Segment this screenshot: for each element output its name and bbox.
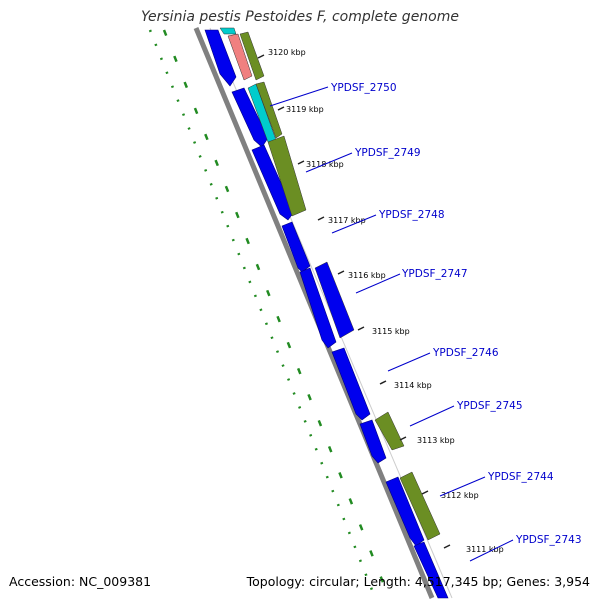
leader-line <box>469 539 514 562</box>
tick-label: 3119 kbp <box>286 105 324 114</box>
map-title: Yersinia pestis Pestoides F, complete ge… <box>141 9 459 25</box>
tick-labels: 3120 kbp 3119 kbp 3118 kbp 3117 kbp 3116… <box>268 48 504 554</box>
tick-label: 3116 kbp <box>348 271 386 280</box>
tick-label: 3114 kbp <box>394 381 432 390</box>
tick-label: 3117 kbp <box>328 216 366 225</box>
gene-cds[interactable] <box>413 541 449 599</box>
gene-cds[interactable] <box>385 476 425 547</box>
gene-label[interactable]: YPDSF_2747 <box>401 268 468 280</box>
gene-cds[interactable] <box>331 347 371 421</box>
tick-mark <box>357 326 365 331</box>
tick-mark <box>421 490 429 495</box>
leader-line <box>305 152 353 173</box>
tick-label: 3111 kbp <box>466 545 504 554</box>
gene-label[interactable]: YPDSF_2746 <box>432 347 499 359</box>
gene-labels: YPDSF_2750 YPDSF_2749 YPDSF_2748 YPDSF_2… <box>330 82 582 546</box>
tick-mark <box>399 436 407 441</box>
gene-label[interactable]: YPDSF_2748 <box>378 209 445 221</box>
gene-feature-olive[interactable] <box>239 31 265 81</box>
gene-label[interactable]: YPDSF_2749 <box>354 147 421 159</box>
leader-line <box>409 405 455 427</box>
gene-cds[interactable] <box>231 87 269 148</box>
tick-marks <box>257 54 451 549</box>
gene-label[interactable]: YPDSF_2744 <box>487 471 554 483</box>
gene-feature-olive[interactable] <box>267 135 307 217</box>
tick-mark <box>317 216 325 221</box>
cds-strand-inner <box>204 29 449 599</box>
gene-feature-olive[interactable] <box>374 411 405 451</box>
tick-label: 3115 kbp <box>372 327 410 336</box>
tick-mark <box>337 270 345 275</box>
tick-mark <box>297 160 305 165</box>
tick-label: 3120 kbp <box>268 48 306 57</box>
accession-text: Accession: NC_009381 <box>9 574 152 589</box>
gc-track-outer <box>148 29 374 591</box>
gene-label[interactable]: YPDSF_2745 <box>456 400 523 412</box>
gene-feature-pink[interactable] <box>227 33 253 81</box>
tick-label: 3112 kbp <box>441 491 479 500</box>
tick-mark <box>379 380 387 385</box>
tick-mark <box>257 54 265 59</box>
gene-cds[interactable] <box>314 261 355 339</box>
gene-label[interactable]: YPDSF_2750 <box>330 82 397 94</box>
gene-cds[interactable] <box>251 144 295 221</box>
genome-stats-text: Topology: circular; Length: 4,517,345 bp… <box>246 574 590 589</box>
tick-mark <box>443 544 451 549</box>
gene-cds[interactable] <box>299 267 337 349</box>
label-leaders <box>269 86 514 562</box>
gene-cds[interactable] <box>281 221 311 273</box>
leader-line <box>355 273 401 294</box>
leader-line <box>269 86 329 107</box>
tick-mark <box>277 106 285 111</box>
tick-label: 3113 kbp <box>417 436 455 445</box>
leader-line <box>439 476 486 497</box>
gene-cds[interactable] <box>359 419 387 464</box>
cds-strand-outer <box>219 27 441 541</box>
gene-label[interactable]: YPDSF_2743 <box>515 534 582 546</box>
gene-feature-cyan[interactable] <box>219 27 237 35</box>
gene-feature-olive[interactable] <box>255 81 283 139</box>
gene-feature-olive[interactable] <box>399 471 441 541</box>
leader-line <box>331 214 377 234</box>
leader-line <box>387 352 431 372</box>
gene-cds[interactable] <box>204 29 237 87</box>
